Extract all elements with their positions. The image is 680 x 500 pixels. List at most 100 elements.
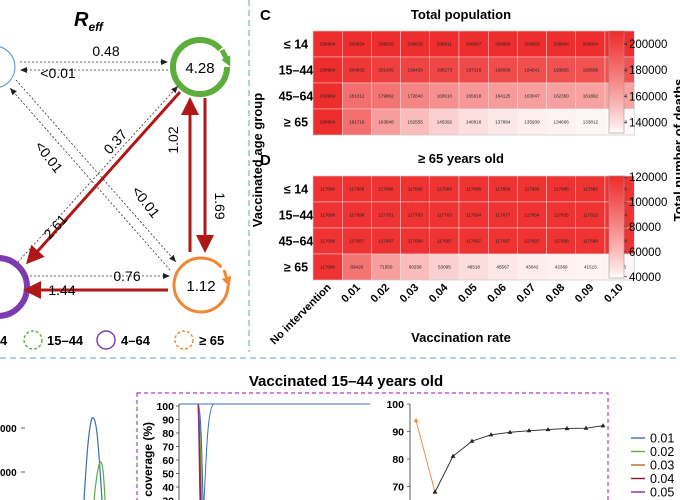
colorbar-segment [609, 84, 624, 88]
right-series-point [507, 429, 513, 434]
heatmap-d: 117686 117686 117686 117686 117686 117686 1176… [279, 172, 668, 284]
colorbar-segment [609, 59, 624, 62]
panel-letter-d: D [260, 152, 271, 169]
cell-value-label: 162350 [554, 94, 570, 99]
right-series-line [434, 425, 604, 493]
bottom-left-plot: 000 000 [0, 417, 106, 500]
legend-15-44-icon [23, 330, 43, 350]
colorbar-segment [609, 38, 624, 42]
colorbar-segment [609, 176, 624, 179]
heatmap-cell [458, 175, 489, 203]
coverage-y-label: ion coverage (%) [141, 422, 155, 500]
coverage-y-tick-label: 70 [162, 442, 174, 454]
right-series-point [564, 425, 570, 431]
row-label: 15–44 [279, 209, 314, 223]
right-series-point [450, 453, 456, 458]
coverage-series-line [197, 403, 201, 500]
cell-value-label: 193805 [554, 68, 570, 73]
cell-value-label: 45567 [496, 265, 509, 270]
cell-value-label: 164125 [495, 94, 511, 99]
edge-label: 1.02 [165, 126, 181, 153]
series-line-green [93, 461, 106, 500]
colorbar-segment [609, 244, 624, 248]
cell-value-label: 135939 [524, 120, 540, 125]
cell-value-label: 199429 [408, 68, 424, 73]
heatmap-cell [575, 56, 606, 84]
x-tick-label: 0.04 [427, 281, 451, 305]
cell-value-label: 53095 [438, 265, 451, 270]
colorbar-segment [609, 46, 624, 50]
heatmap-c: 208984 208654 208828 208816 208811 208807 2088… [279, 30, 667, 136]
row-label: ≤ 14 [284, 38, 308, 52]
heatmap-border [312, 175, 635, 281]
heatmap-cell [429, 56, 460, 84]
node-ge65-loop-arrow [221, 269, 232, 287]
cell-value-label: 140816 [466, 120, 482, 125]
heatmap-cell [429, 227, 460, 255]
heatmap-cell [429, 82, 460, 110]
row-label: ≥ 65 [284, 261, 308, 275]
cell-value-label: 163848 [378, 120, 394, 125]
colorbar-segment [609, 219, 624, 223]
edge-4-to-1 [9, 87, 171, 271]
x-tick-label: 0.07 [514, 282, 538, 306]
colorbar-segment [609, 221, 624, 225]
heatmap-cell [488, 30, 518, 58]
cell-value-label: 89420 [350, 265, 363, 270]
colorbar-segment [609, 224, 624, 228]
colorbar-segment [609, 33, 624, 37]
colorbar-segment [609, 193, 624, 197]
right-series-point [469, 438, 475, 443]
heatmap-cell [429, 30, 460, 58]
vaccination-rate-legend: 0.010.020.030.040.05 [631, 432, 674, 500]
cell-value-label: 208806 [495, 42, 511, 47]
bottom-title: Vaccinated 15–44 years old [249, 373, 443, 390]
edge-label: <0.01 [32, 138, 67, 176]
cell-value-label: 152555 [408, 120, 424, 125]
colorbar-segment [609, 201, 624, 205]
colorbar-segment [609, 249, 624, 253]
colorbar-segment [609, 270, 624, 274]
right-plot: 100 90 80 70 [386, 399, 606, 500]
cell-value-label: 168610 [437, 94, 453, 99]
colorbar-segment [609, 211, 624, 215]
right-series-point [600, 423, 606, 428]
heatmap-cell [546, 30, 576, 58]
heatmap-cell [546, 227, 576, 255]
colorbar-segment [609, 51, 624, 55]
cell-value-label: 208811 [437, 42, 452, 47]
edge-2-to-3 [26, 91, 182, 265]
heatmap-cell [546, 56, 576, 84]
colorbar-segment [609, 178, 624, 182]
heatmap-cell [575, 201, 606, 229]
colorbar-segment [609, 97, 624, 101]
colorbar-segment [609, 112, 624, 116]
colorbar-segment [609, 183, 624, 187]
colorbar-segment [609, 239, 624, 243]
colorbar-segment [609, 204, 624, 207]
node-45-64-ring [0, 255, 30, 319]
edge-3-to-2 [17, 85, 179, 263]
cell-value-label: 181718 [349, 120, 365, 125]
colorbar-segment [609, 229, 624, 233]
cell-value-label: 117701 [379, 213, 394, 218]
colorbar-segment [609, 107, 624, 111]
colorbar-segment [609, 79, 624, 83]
node-15-44-value: 4.28 [185, 60, 214, 77]
right-series-point [583, 425, 589, 430]
cell-value-label: 117698 [554, 239, 569, 244]
colorbar-segment [609, 265, 624, 269]
heatmap-cell [312, 253, 343, 281]
heatmap-cell [488, 82, 518, 110]
cell-value-label: 208984 [320, 94, 336, 99]
colorbar-tick-label: 60000 [629, 247, 661, 259]
cell-value-label: 117686 [320, 239, 335, 244]
edge-label: 0.48 [92, 43, 119, 59]
cell-value-label: 208984 [320, 120, 336, 125]
cell-value-label: 172840 [408, 94, 424, 99]
coverage-plot: ion coverage (%) 1009080706050403020 [141, 401, 370, 500]
colorbar-tick-label: 200000 [629, 39, 667, 51]
coverage-y-tick-label: 80 [162, 428, 174, 440]
edge-label: <0.01 [40, 65, 76, 81]
